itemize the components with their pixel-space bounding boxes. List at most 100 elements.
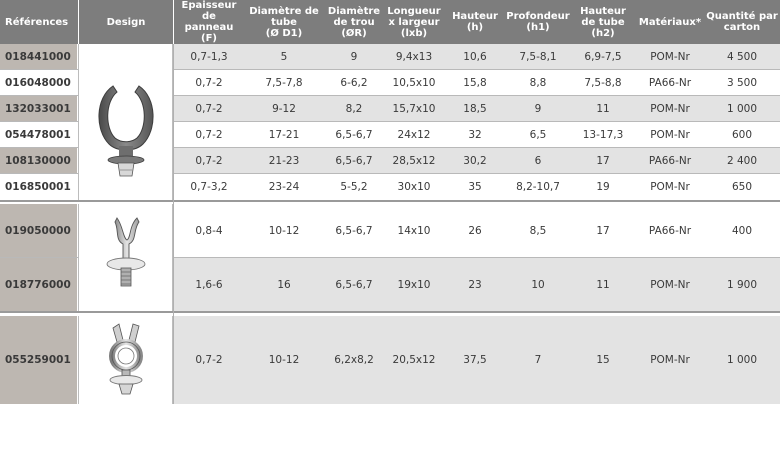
value-cell: 1 000 <box>726 102 758 115</box>
value-cell: 19x10 <box>397 278 431 291</box>
value-cell: PA66-Nr <box>648 76 692 89</box>
reference-cell: 016850001 <box>0 174 77 199</box>
design-cell <box>78 44 173 200</box>
value-cell: 20,5x12 <box>392 354 436 366</box>
value-cell: PA66-Nr <box>648 154 692 167</box>
value-cell: 0,7-2 <box>195 128 223 141</box>
value-cell: 8,2 <box>345 102 363 115</box>
value-cell: 10-12 <box>268 354 300 366</box>
value-cell: 0,7-3,2 <box>190 180 228 193</box>
value-cell: 9-12 <box>272 102 296 115</box>
value-cell: POM-Nr <box>650 128 690 141</box>
value-cell: 14x10 <box>397 224 431 237</box>
design-cell <box>78 316 173 404</box>
value-cell: 23 <box>468 278 482 291</box>
table-row: 018776000 1,6-6 16 6,5-6,7 19x10 23 10 1… <box>0 258 780 311</box>
design-cell <box>78 204 173 311</box>
header-col-tube-diameter: Diamètre de tube (Ø D1) <box>249 5 319 39</box>
value-cell: 9 <box>534 102 542 115</box>
reference-cell: 108130000 <box>0 148 77 173</box>
value-cell: 24x12 <box>397 128 431 141</box>
value-cell: 30,2 <box>463 154 487 167</box>
value-cell: 10,5x10 <box>392 76 436 89</box>
value-cell: 16 <box>277 278 291 291</box>
value-cell: POM-Nr <box>650 278 690 291</box>
value-cell: 32 <box>468 128 482 141</box>
value-cell: 6,2x8,2 <box>334 354 374 366</box>
value-cell: 6,5-6,7 <box>335 128 373 141</box>
value-cell: 650 <box>731 180 753 193</box>
value-cell: 21-23 <box>268 154 300 167</box>
value-cell: POM-Nr <box>650 354 690 366</box>
value-cell: 6,5-6,7 <box>335 154 373 167</box>
value-cell: 6,9-7,5 <box>584 50 622 63</box>
table-row: 016850001 0,7-3,2 23-24 5-5,2 30x10 35 8… <box>0 174 780 199</box>
header-col-material: Matériaux* <box>638 16 702 28</box>
table-row: 055259001 0,7-2 10-12 6,2x8,2 20,5x12 37… <box>0 316 780 404</box>
value-cell: 8,5 <box>529 224 547 237</box>
value-cell: 15 <box>596 354 610 366</box>
value-cell: 35 <box>468 180 482 193</box>
value-cell: 0,7-1,3 <box>190 50 228 63</box>
value-cell: POM-Nr <box>650 102 690 115</box>
value-cell: PA66-Nr <box>648 224 692 237</box>
value-cell: 18,5 <box>463 102 487 115</box>
value-cell: 11 <box>596 102 610 115</box>
value-cell: 15,7x10 <box>392 102 436 115</box>
value-cell: 6,5-6,7 <box>335 278 373 291</box>
value-cell: 9,4x13 <box>395 50 433 63</box>
value-cell: 0,8-4 <box>195 224 223 237</box>
value-cell: 5 <box>280 50 288 63</box>
value-cell: 6,5-6,7 <box>335 224 373 237</box>
value-cell: 2 400 <box>726 154 758 167</box>
value-cell: 9 <box>350 50 358 63</box>
reference-cell: 016048000 <box>0 70 77 95</box>
value-cell: 19 <box>596 180 610 193</box>
value-cell: 23-24 <box>268 180 300 193</box>
header-col-hole-diameter: Diamètre de trou (ØR) <box>327 5 381 39</box>
value-cell: 8,2-10,7 <box>516 180 560 193</box>
value-cell: 17-21 <box>268 128 300 141</box>
header-references: Références <box>5 16 69 28</box>
header-col-length-width: Longueur x largeur (lxb) <box>387 5 441 39</box>
header-col-panel-thickness: Epaisseur de panneau (F) <box>181 0 237 44</box>
reference-cell: 055259001 <box>0 316 77 404</box>
value-cell: 1,6-6 <box>195 278 223 291</box>
value-cell: 0,7-2 <box>195 154 223 167</box>
table-row: 019050000 0,8-4 10-12 6,5-6,7 14x10 26 8… <box>0 204 780 257</box>
value-cell: 37,5 <box>463 354 487 366</box>
value-cell: 0,7-2 <box>195 102 223 115</box>
value-cell: 7,5-8,8 <box>584 76 622 89</box>
value-cell: 10,6 <box>463 50 487 63</box>
table-row: 132033001 0,7-2 9-12 8,2 15,7x10 18,5 9 … <box>0 96 780 121</box>
value-cell: 6,5 <box>529 128 547 141</box>
value-cell: 13-17,3 <box>582 128 624 141</box>
value-cell: 3 500 <box>726 76 758 89</box>
header-design: Design <box>106 16 146 28</box>
value-cell: 15,8 <box>463 76 487 89</box>
table-row: 018441000 0,7-1,3 5 9 9,4x13 10,6 7,5-8,… <box>0 44 780 69</box>
value-cell: 7 <box>534 354 542 366</box>
closed-clip-icon <box>109 323 143 395</box>
header-col-height: Hauteur (h) <box>452 11 498 33</box>
table-row: 108130000 0,7-2 21-23 6,5-6,7 28,5x12 30… <box>0 148 780 173</box>
value-cell: 8,8 <box>529 76 547 89</box>
value-cell: 0,7-2 <box>195 76 223 89</box>
value-cell: 4 500 <box>726 50 758 63</box>
value-cell: 26 <box>468 224 482 237</box>
header-col-quantity: Quantité par carton <box>706 11 778 33</box>
reference-cell: 018776000 <box>0 258 77 311</box>
clip-with-disc-icon <box>106 217 146 287</box>
value-cell: 6-6,2 <box>340 76 368 89</box>
value-cell: 11 <box>596 278 610 291</box>
header-col-depth: Profondeur (h1) <box>506 11 570 33</box>
value-cell: 28,5x12 <box>392 154 436 167</box>
reference-cell: 054478001 <box>0 122 77 147</box>
value-cell: 17 <box>596 224 610 237</box>
value-cell: 400 <box>731 224 753 237</box>
value-cell: 10 <box>531 278 545 291</box>
open-clip-icon <box>98 85 154 177</box>
value-cell: 0,7-2 <box>195 354 223 366</box>
header-col-tube-height: Hauteur de tube (h2) <box>580 5 626 39</box>
